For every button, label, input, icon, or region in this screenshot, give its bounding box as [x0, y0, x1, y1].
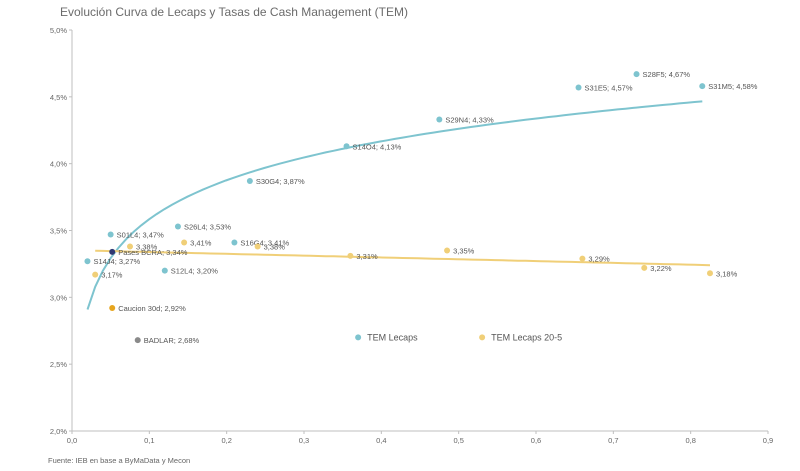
data-point: [127, 243, 133, 250]
chart-title: Evolución Curva de Lecaps y Tasas de Cas…: [60, 5, 408, 19]
data-label: S16G4; 3,41%: [240, 239, 289, 248]
data-point: [161, 267, 168, 274]
data-label: S31E5; 4,57%: [585, 83, 633, 92]
data-label: 3,17%: [101, 271, 123, 280]
data-label: S14O4; 4,13%: [353, 142, 402, 151]
data-label: 3,38%: [264, 243, 286, 252]
legend-marker: [479, 334, 486, 341]
x-tick-label: 0,7: [608, 436, 618, 445]
data-label: S14J4; 3,27%: [93, 257, 140, 266]
x-tick-label: 0,4: [376, 436, 386, 445]
data-point: [347, 252, 354, 259]
x-tick-label: 0,8: [685, 436, 695, 445]
x-tick-label: 0,1: [144, 436, 154, 445]
x-tick-label: 0,5: [453, 436, 463, 445]
data-point: [246, 178, 253, 185]
data-label: 3,35%: [453, 247, 475, 256]
trendline: [95, 249, 711, 267]
y-tick-label: 4,0%: [50, 160, 67, 169]
y-tick-label: 5,0%: [50, 26, 67, 35]
data-label: S30G4; 3,87%: [256, 177, 305, 186]
data-label: 3,38%: [136, 243, 158, 252]
data-point: [92, 271, 99, 278]
data-label: 3,18%: [716, 269, 738, 278]
data-label: 3,31%: [356, 252, 378, 261]
data-label: S28F5; 4,67%: [643, 70, 691, 79]
x-tick-label: 0,0: [67, 436, 77, 445]
data-point: [174, 223, 181, 230]
x-tick-label: 0,3: [299, 436, 309, 445]
data-label: S31M5; 4,58%: [708, 82, 758, 91]
data-label: BADLAR; 2,68%: [144, 336, 200, 345]
y-tick-label: 4,5%: [50, 93, 67, 102]
data-point: [84, 258, 91, 265]
trendlines: [86, 100, 711, 310]
data-point: [579, 255, 586, 262]
data-label: S26L4; 3,53%: [184, 222, 231, 231]
data-point: [575, 84, 582, 91]
data-label: 3,22%: [650, 264, 672, 273]
data-point: [134, 337, 141, 344]
data-point: [444, 247, 451, 254]
data-point: [254, 243, 261, 250]
data-point: [107, 231, 114, 238]
data-point: [343, 143, 350, 150]
data-point: [109, 305, 116, 312]
y-tick-label: 2,0%: [50, 427, 67, 436]
legend-marker: [355, 334, 362, 341]
source-note: Fuente: IEB en base a ByMaData y Mecon: [48, 456, 190, 465]
data-point: [707, 270, 713, 277]
data-point: [109, 248, 116, 255]
data-point: [633, 71, 640, 78]
data-point: [231, 239, 238, 246]
trendline: [86, 100, 703, 310]
y-tick-label: 2,5%: [50, 360, 67, 369]
data-points: S14J4; 3,27% S01L4; 3,47% S12L4; 3,20% S26L…: [84, 70, 758, 345]
y-tick-label: 3,5%: [50, 227, 67, 236]
data-label: S01L4; 3,47%: [117, 231, 164, 240]
data-point: [641, 264, 648, 271]
data-label: S12L4; 3,20%: [171, 267, 218, 276]
data-label: Pases BCRA; 3,34%: [118, 248, 188, 257]
legend: TEM Lecaps TEM Lecaps 20-5: [355, 332, 562, 342]
data-label: S29N4; 4,33%: [445, 116, 494, 125]
data-label: 3,29%: [588, 255, 610, 264]
y-tick-label: 3,0%: [50, 293, 67, 302]
legend-label: TEM Lecaps 20-5: [491, 332, 562, 342]
legend-label: TEM Lecaps: [367, 332, 418, 342]
data-label: 3,41%: [190, 239, 212, 248]
data-point: [699, 83, 706, 90]
axes: 2,0% 2,5% 3,0% 3,5% 4,0% 4,5% 5,0% 0,0 0,1 0,2 0,3…: [50, 26, 773, 445]
data-point: [181, 239, 188, 246]
x-tick-label: 0,2: [221, 436, 231, 445]
x-tick-label: 0,6: [531, 436, 541, 445]
data-point: [436, 116, 443, 123]
data-label: Caucion 30d; 2,92%: [118, 304, 186, 313]
x-tick-label: 0,9: [763, 436, 773, 445]
